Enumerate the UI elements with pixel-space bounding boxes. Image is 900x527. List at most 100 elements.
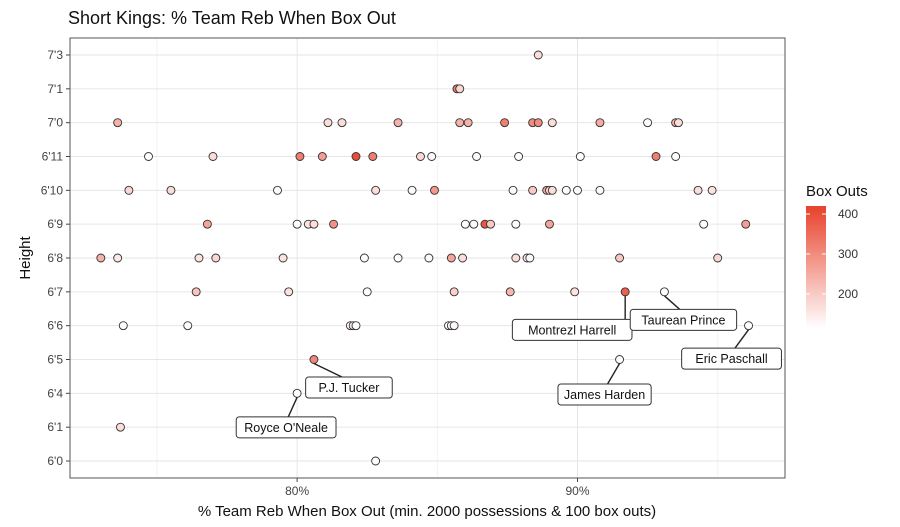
data-point [295,152,305,161]
data-point [427,152,437,161]
data-point [329,219,339,229]
annotation-box [629,308,738,331]
data-point [500,118,510,128]
data-point [359,253,369,263]
data-point [407,185,417,195]
y-axis-ticks: 6'0 6'1 6'4 6'5 6'6 6'7 6'8 6'9 6'10 6'11 7'0 7'1 7'… [41,48,70,468]
data-point [113,118,123,128]
data-point [486,219,496,229]
annotation-leader [606,363,621,385]
data-point [208,152,218,161]
data-point [393,118,403,128]
data-point [615,355,625,364]
annotation-leader [287,397,298,418]
data-point [511,219,521,229]
data-point [166,185,176,195]
annotation-label: James Harden [564,388,645,402]
x-axis-label: % Team Reb When Box Out (min. 2000 posse… [198,503,656,520]
y-tick-label: 6'7 [47,285,63,299]
y-tick-label: 6'9 [47,217,63,231]
data-point [713,253,723,263]
annotation-box [557,383,652,406]
data-point [194,253,204,263]
data-point [699,219,709,229]
legend-tick-label: 300 [838,247,858,261]
y-tick-label: 6'1 [47,420,63,434]
y-axis-label: Height [17,235,34,279]
data-point [508,185,518,195]
data-point [547,185,557,195]
y-tick-label: 7'3 [47,48,63,62]
annotation-box [305,376,393,399]
grid [70,38,785,478]
data-point [620,287,630,297]
data-point [371,185,381,195]
data-point [278,253,288,263]
data-point [573,185,582,195]
y-tick-label: 6'0 [47,454,63,468]
annotation-label: Royce O'Neale [244,421,328,435]
data-point [183,321,193,331]
data-point [416,152,425,161]
data-point [674,118,683,128]
data-point [202,219,212,229]
data-point [744,321,753,331]
data-point [393,253,403,263]
data-point [693,185,703,195]
data-point [455,118,465,128]
annotations: Royce O'Neale P.J. Tucker James Harden Mont… [235,295,782,439]
data-point [533,118,543,128]
y-tick-label: 6'11 [42,150,64,164]
y-tick-label: 7'1 [47,82,63,96]
x-tick-label: 90% [565,484,589,498]
data-point [292,388,302,398]
annotation-label: Eric Paschall [695,352,767,366]
data-point [458,253,467,263]
data-point [284,287,294,297]
data-point [511,253,521,263]
data-point [118,321,128,331]
y-tick-label: 6'5 [47,353,63,367]
data-point [545,219,554,229]
y-tick-label: 7'0 [47,116,63,130]
data-point [362,287,372,297]
data-point [671,152,681,161]
data-point [533,50,543,60]
data-point [528,185,538,195]
data-point [351,321,361,331]
legend-tick-label: 400 [838,207,858,221]
data-point [651,152,661,161]
data-point [575,152,585,161]
data-point [659,287,669,297]
data-point [211,253,221,263]
y-tick-label: 6'8 [47,251,63,265]
data-point [455,84,465,94]
x-tick-label: 80% [285,484,309,498]
data-point [547,118,557,128]
data-point [424,253,434,263]
annotation-box [681,347,782,370]
data-point [191,287,201,297]
data-point [525,253,535,263]
data-point [309,355,319,364]
data-point [463,118,473,128]
annotation-label: Taurean Prince [641,313,725,327]
y-tick-label: 6'6 [47,319,63,333]
data-point [116,422,125,432]
data-point [707,185,717,195]
data-point [323,118,333,128]
data-point [741,219,751,229]
data-point [368,152,378,161]
data-point [469,219,479,229]
data-point [615,253,625,263]
annotation-leader [734,329,750,349]
data-point [430,185,439,195]
panel-border [69,37,786,479]
data-point [570,287,580,297]
data-point [273,185,282,195]
data-point [643,118,653,128]
data-point [505,287,515,297]
data-point [449,287,459,297]
data-point [309,219,319,229]
